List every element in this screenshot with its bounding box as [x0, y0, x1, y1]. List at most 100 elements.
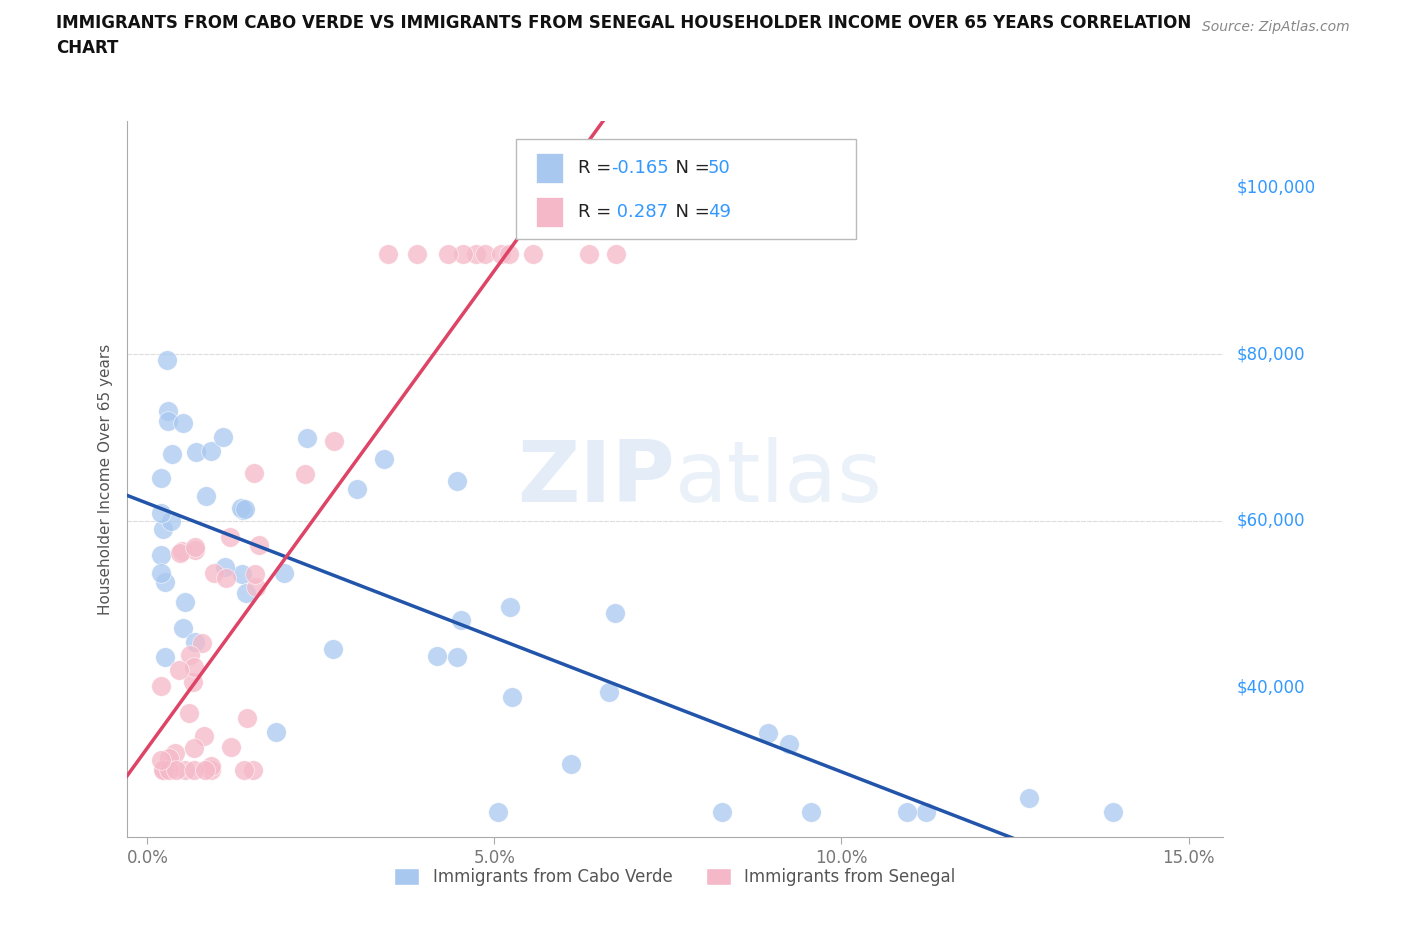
Point	[560, 756, 582, 771]
Point	[373, 451, 395, 466]
Point	[153, 649, 176, 664]
Text: 49: 49	[707, 203, 731, 221]
Point	[215, 571, 238, 586]
Point	[605, 246, 627, 261]
Point	[756, 725, 779, 740]
Point	[465, 246, 488, 261]
Point	[498, 600, 520, 615]
Point	[183, 763, 205, 777]
Point	[346, 481, 368, 496]
Point	[245, 579, 267, 594]
Point	[242, 763, 264, 777]
Point	[183, 539, 205, 554]
Point	[183, 660, 205, 675]
FancyBboxPatch shape	[536, 153, 562, 183]
Point	[202, 565, 225, 580]
Point	[150, 565, 173, 580]
Point	[294, 466, 316, 481]
Point	[214, 560, 236, 575]
Legend: Immigrants from Cabo Verde, Immigrants from Senegal: Immigrants from Cabo Verde, Immigrants f…	[388, 861, 962, 893]
Point	[200, 763, 222, 777]
Point	[1018, 790, 1040, 805]
Point	[153, 575, 176, 590]
Point	[489, 246, 512, 261]
Point	[243, 566, 266, 581]
FancyBboxPatch shape	[536, 197, 562, 227]
Point	[235, 585, 257, 600]
Text: $80,000: $80,000	[1237, 345, 1306, 363]
Point	[232, 763, 254, 777]
Point	[172, 544, 194, 559]
Point	[914, 804, 936, 819]
Point	[1102, 804, 1125, 819]
Point	[896, 804, 918, 819]
Point	[157, 751, 180, 766]
Text: R =: R =	[578, 203, 617, 221]
Point	[181, 674, 204, 689]
Point	[165, 763, 187, 777]
Point	[405, 246, 427, 261]
Point	[235, 711, 257, 725]
FancyBboxPatch shape	[516, 139, 856, 239]
Point	[150, 471, 173, 485]
Point	[273, 566, 295, 581]
Text: 50: 50	[707, 159, 731, 178]
Point	[179, 648, 201, 663]
Point	[450, 613, 472, 628]
Point	[184, 543, 207, 558]
Point	[598, 684, 620, 699]
Point	[157, 763, 180, 777]
Point	[167, 662, 190, 677]
Point	[578, 246, 600, 261]
Point	[501, 689, 523, 704]
Point	[322, 642, 344, 657]
Point	[800, 804, 823, 819]
Point	[474, 246, 496, 261]
Point	[436, 246, 458, 261]
Point	[172, 416, 194, 431]
Point	[174, 595, 197, 610]
Point	[522, 246, 544, 261]
Point	[193, 729, 215, 744]
Point	[219, 530, 242, 545]
Point	[231, 566, 253, 581]
Point	[605, 605, 627, 620]
Point	[219, 739, 242, 754]
Point	[233, 502, 256, 517]
Point	[200, 443, 222, 458]
Point	[486, 804, 509, 819]
Point	[778, 737, 800, 751]
Point	[152, 521, 174, 536]
Point	[150, 506, 173, 521]
Point	[451, 246, 474, 261]
Point	[426, 649, 449, 664]
Text: $100,000: $100,000	[1237, 179, 1316, 196]
Text: N =: N =	[664, 159, 716, 178]
Text: atlas: atlas	[675, 437, 883, 521]
Point	[498, 246, 520, 261]
Y-axis label: Householder Income Over 65 years: Householder Income Over 65 years	[98, 343, 114, 615]
Point	[322, 433, 344, 448]
Point	[173, 763, 195, 777]
Point	[150, 548, 173, 563]
Text: $40,000: $40,000	[1237, 678, 1306, 697]
Point	[153, 763, 176, 777]
Point	[157, 404, 180, 418]
Point	[232, 503, 254, 518]
Point	[160, 446, 183, 461]
Point	[195, 488, 218, 503]
Point	[194, 763, 217, 777]
Point	[183, 740, 205, 755]
Point	[159, 513, 181, 528]
Text: $60,000: $60,000	[1237, 512, 1306, 529]
Point	[200, 759, 222, 774]
Point	[172, 620, 194, 635]
Point	[191, 635, 214, 650]
Text: 0.287: 0.287	[612, 203, 668, 221]
Point	[157, 413, 180, 428]
Point	[186, 445, 208, 459]
Text: -0.165: -0.165	[612, 159, 669, 178]
Point	[156, 352, 179, 367]
Text: N =: N =	[664, 203, 716, 221]
Text: IMMIGRANTS FROM CABO VERDE VS IMMIGRANTS FROM SENEGAL HOUSEHOLDER INCOME OVER 65: IMMIGRANTS FROM CABO VERDE VS IMMIGRANTS…	[56, 14, 1191, 32]
